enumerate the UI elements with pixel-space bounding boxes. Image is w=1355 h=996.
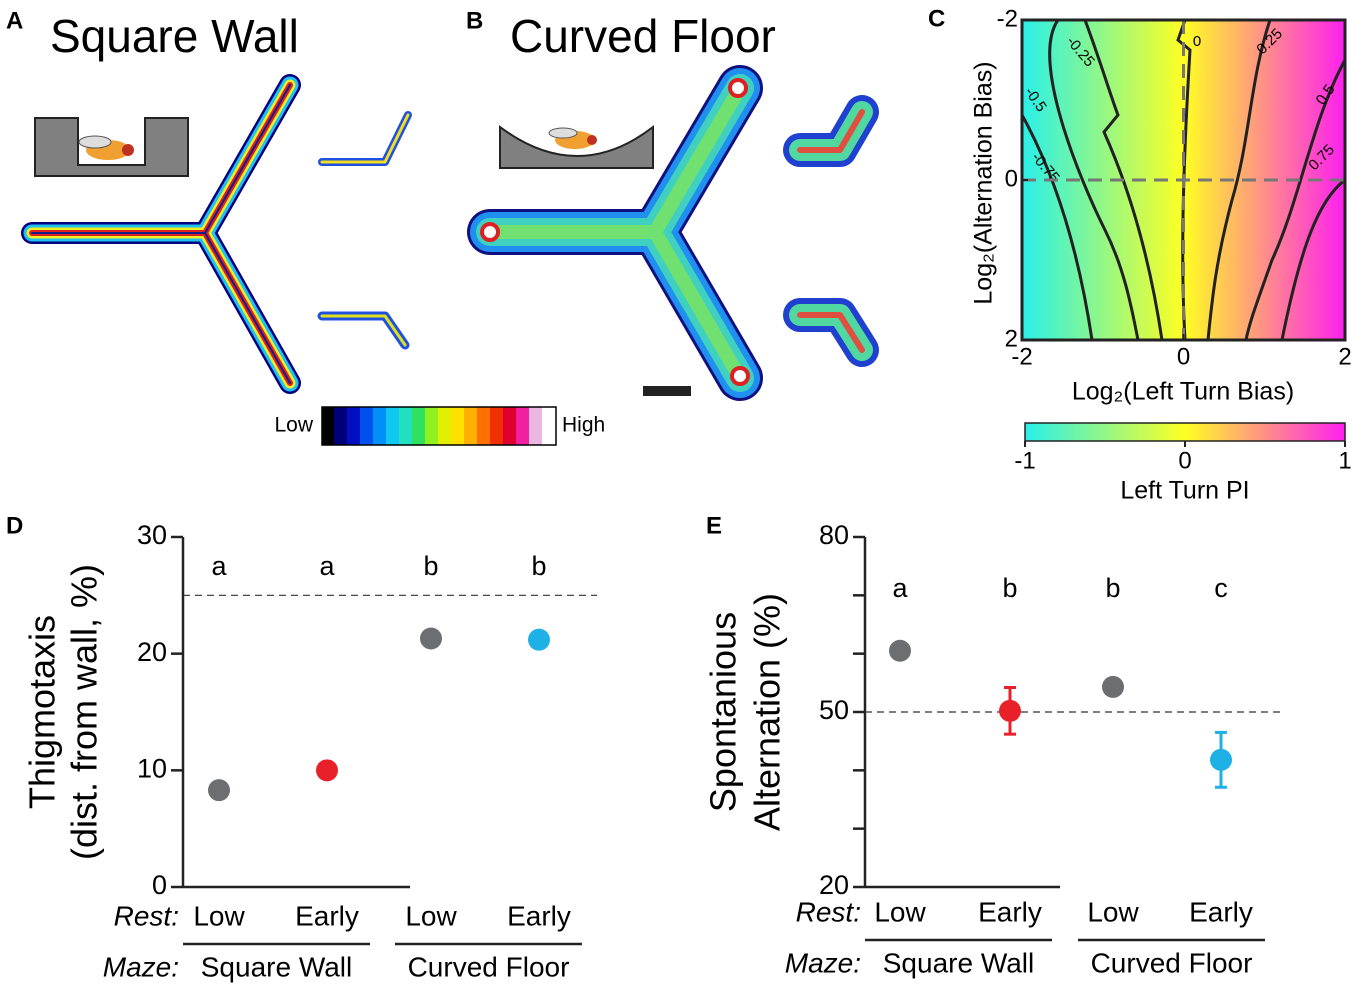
contour-line — [1048, 19, 1140, 341]
x-tick-label: 0 — [1177, 343, 1190, 370]
y-tick-label: -2 — [997, 5, 1018, 32]
significance-letter: a — [892, 573, 908, 603]
y-axis-label: Alternation (%) — [747, 593, 788, 831]
x-tick-label: Low — [1087, 896, 1139, 927]
x-tick-label: Early — [978, 896, 1042, 927]
x-axis-label: Log₂(Left Turn Bias) — [1072, 378, 1294, 406]
significance-letter: b — [1002, 573, 1017, 603]
y-axis-label: (dist. from wall, %) — [64, 564, 105, 860]
colorbar-label: Left Turn PI — [1120, 477, 1249, 505]
contour-line — [1244, 59, 1347, 341]
data-point — [1102, 675, 1124, 698]
significance-letter: b — [1105, 573, 1120, 603]
group-label: Square Wall — [201, 951, 352, 982]
colorbar-tick-label: 1 — [1338, 447, 1351, 474]
x-tick-label: Low — [405, 900, 457, 931]
significance-letter: a — [211, 551, 227, 581]
contour-line — [1083, 19, 1164, 341]
data-point — [889, 639, 911, 662]
x-tick-label: Low — [193, 900, 245, 931]
panel-title: Square Wall — [50, 10, 299, 62]
panel-letter: D — [6, 512, 23, 539]
y-tick-label: 50 — [819, 695, 849, 725]
group-label: Square Wall — [883, 947, 1034, 978]
panel-letter: A — [6, 7, 23, 34]
panel-letter: C — [928, 5, 945, 32]
data-point — [208, 779, 230, 802]
x-tick-label: Early — [507, 900, 571, 931]
contour-line — [1020, 114, 1094, 341]
row-label: Rest: — [114, 900, 179, 931]
y-axis-label: Thigmotaxis — [22, 615, 63, 809]
colorbar — [1024, 422, 1346, 442]
colorbar-tick-label: -1 — [1014, 447, 1035, 474]
data-point — [316, 759, 338, 782]
density-high-label: High — [562, 414, 605, 437]
y-tick-label: 0 — [152, 870, 167, 900]
y-tick-label: 30 — [137, 520, 167, 550]
x-tick-label: Early — [1189, 896, 1253, 927]
y-tick-label: 10 — [137, 753, 167, 783]
contour-label: 0 — [1193, 33, 1201, 50]
y-tick-label: 2 — [1005, 325, 1018, 352]
curved-floor-density — [467, 65, 879, 401]
y-tick-label: 20 — [137, 637, 167, 667]
contour-line — [1280, 178, 1346, 341]
data-point — [420, 627, 442, 650]
y-axis-label: Spontanious — [703, 612, 744, 812]
curved-floor-icon — [499, 124, 654, 169]
significance-letter: a — [319, 551, 335, 581]
data-point — [999, 699, 1021, 722]
colorbar-tick-label: 0 — [1178, 447, 1191, 474]
y-tick-label: 0 — [1005, 165, 1018, 192]
row-label: Maze: — [785, 947, 861, 978]
panel-letter: E — [706, 512, 722, 539]
y-axis-label: Log₂(Alternation Bias) — [970, 61, 998, 304]
y-tick-label: 80 — [819, 520, 849, 550]
contour-line — [1206, 19, 1272, 341]
row-label: Maze: — [103, 951, 179, 982]
group-label: Curved Floor — [408, 951, 570, 982]
significance-letter: b — [423, 551, 438, 581]
scale-bar — [643, 386, 691, 396]
row-label: Rest: — [796, 896, 861, 927]
y-tick-label: 20 — [819, 870, 849, 900]
density-colorbar — [321, 406, 557, 446]
x-tick-label: Low — [874, 896, 926, 927]
significance-letter: b — [531, 551, 546, 581]
x-tick-label: 2 — [1338, 343, 1351, 370]
density-low-label: Low — [274, 414, 313, 437]
panel-letter: B — [466, 7, 483, 34]
data-point — [1210, 748, 1232, 771]
x-tick-label: Early — [295, 900, 359, 931]
data-point — [528, 628, 550, 651]
x-tick-label: -2 — [1011, 343, 1032, 370]
square-wall-icon — [34, 117, 189, 177]
panel-title: Curved Floor — [510, 10, 776, 62]
group-label: Curved Floor — [1091, 947, 1253, 978]
square-wall-density — [21, 74, 412, 394]
significance-letter: c — [1214, 573, 1228, 603]
